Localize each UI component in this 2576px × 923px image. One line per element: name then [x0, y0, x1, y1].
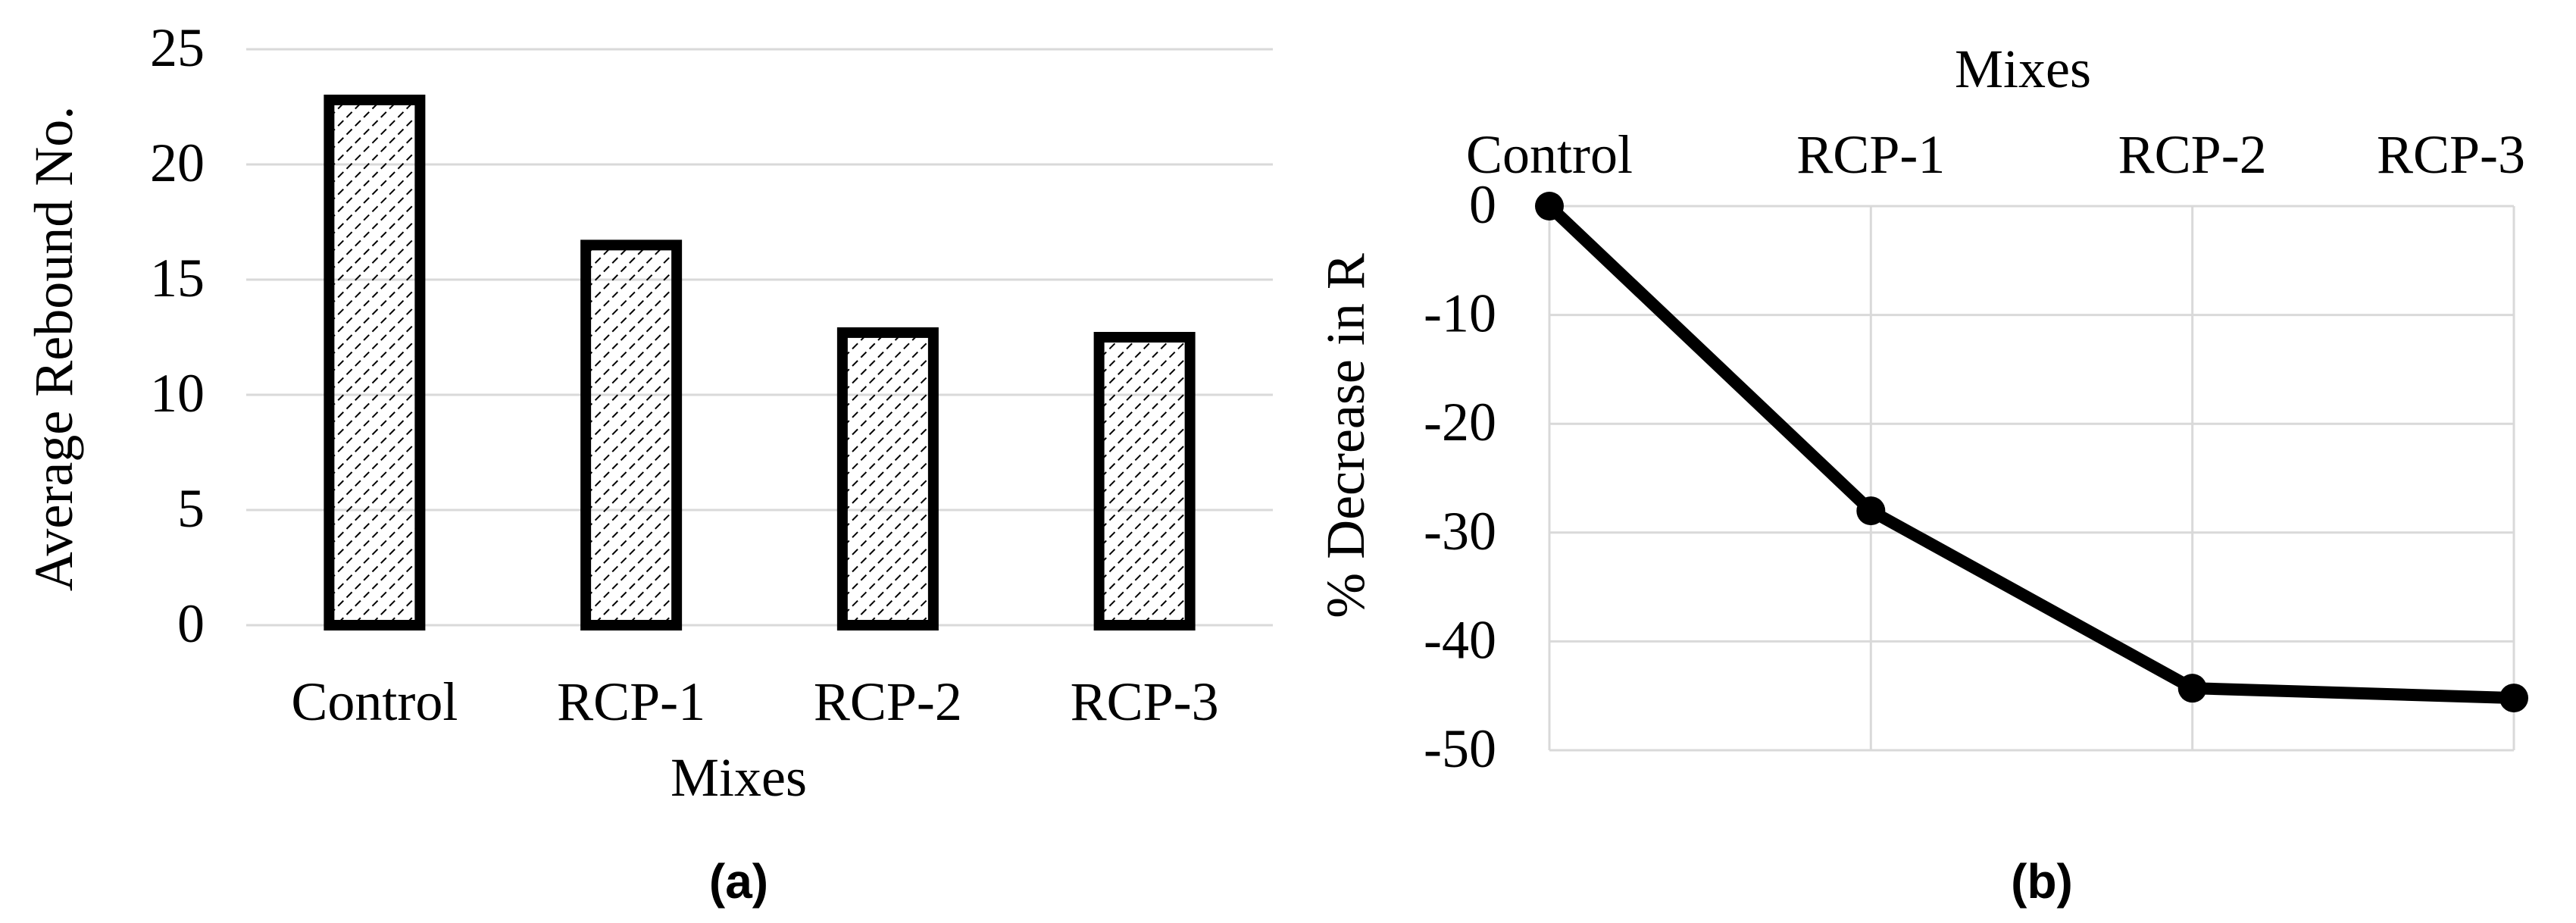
y-tick-label: -30: [1424, 501, 1496, 562]
x-tick-label: RCP-3: [1071, 671, 1219, 732]
bar: [836, 327, 939, 630]
panel-label-b: (b): [2011, 854, 2073, 909]
data-point: [2177, 674, 2207, 703]
x-tick-label: RCP-2: [814, 671, 962, 732]
y-tick-label: -50: [1424, 718, 1496, 779]
y-tick-label: 20: [150, 133, 205, 193]
y-axis-title: Average Rebound No.: [23, 106, 84, 591]
x-tick-label: RCP-3: [2377, 124, 2525, 185]
y-tick-label: 10: [150, 363, 205, 424]
data-point: [1535, 192, 1564, 221]
x-tick-label: RCP-1: [557, 671, 705, 732]
bar: [580, 239, 683, 630]
y-tick-label: 15: [150, 248, 205, 308]
y-axis-title: % Decrease in R: [1315, 253, 1376, 618]
panel-label-a: (a): [709, 854, 768, 909]
series-line: [1535, 192, 2528, 713]
y-tick-label: -10: [1424, 283, 1496, 344]
bars: [324, 94, 1196, 630]
y-tick-label: 25: [150, 17, 205, 78]
gridlines: [1548, 205, 2515, 752]
x-tick-labels: Control RCP-1 RCP-2 RCP-3: [291, 671, 1218, 732]
data-point: [1856, 496, 1886, 526]
x-axis-title: Mixes: [1955, 39, 2091, 99]
x-tick-label: Control: [1466, 124, 1633, 185]
bar: [324, 94, 426, 630]
data-point: [2499, 684, 2528, 713]
x-tick-label: RCP-2: [2118, 124, 2267, 185]
decrease-line-chart: 0-10-20-30-40-50 Control RCP-1 RCP-2 RCP-3 …: [1315, 39, 2528, 779]
y-tick-label: 0: [1469, 174, 1496, 235]
y-tick-labels: 0 -10 -20 -30 -40 -50: [1424, 174, 1496, 779]
x-axis-title: Mixes: [671, 747, 807, 808]
bar: [1093, 332, 1196, 630]
x-tick-label: Control: [291, 671, 458, 732]
x-tick-label: RCP-1: [1796, 124, 1945, 185]
y-tick-label: -40: [1424, 609, 1496, 670]
y-tick-label: 5: [177, 478, 205, 539]
y-tick-label: 0: [177, 593, 205, 654]
x-tick-labels: Control RCP-1 RCP-2 RCP-3: [1466, 124, 2525, 185]
series-line-path: [1545, 202, 2515, 705]
y-tick-label: -20: [1424, 392, 1496, 452]
y-tick-labels: 0 5 10 15 20 25: [150, 17, 205, 654]
